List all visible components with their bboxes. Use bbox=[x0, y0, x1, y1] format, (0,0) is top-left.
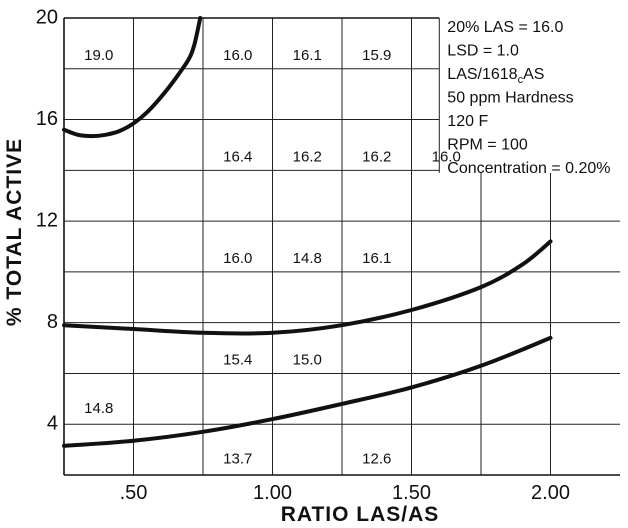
annotation-line-4: 120 F bbox=[447, 113, 488, 130]
y-tick-label-3: 16 bbox=[36, 108, 58, 130]
x-tick-label-0: .50 bbox=[120, 482, 148, 504]
annotation-line-3: 50 ppm Hardness bbox=[447, 90, 573, 107]
data-label-3: 15.9 bbox=[362, 47, 391, 64]
data-label-9: 14.8 bbox=[293, 250, 322, 267]
data-label-10: 16.1 bbox=[362, 250, 391, 267]
frame-layer bbox=[63, 17, 620, 476]
x-axis-title: RATIO LAS/AS bbox=[281, 503, 440, 526]
data-label-13: 14.8 bbox=[84, 400, 113, 417]
grid-layer bbox=[64, 18, 620, 475]
curve-layer bbox=[62, 16, 553, 448]
label-layer: 19.0 16.0 16.1 15.9 16.4 16.2 16.2 16.0 16.0 14.8… bbox=[84, 47, 461, 468]
note-layer: 20% LAS = 16.0 LSD = 1.0 LAS/1618cAS 50 ppm… bbox=[447, 19, 610, 177]
data-label-11: 15.4 bbox=[223, 352, 252, 369]
data-label-7: 16.0 bbox=[432, 149, 461, 166]
annotation-line-5: RPM = 100 bbox=[447, 137, 528, 154]
series-curve-0 bbox=[62, 16, 203, 139]
data-label-2: 16.1 bbox=[293, 47, 322, 64]
x-tick-label-1: 1.00 bbox=[253, 482, 292, 504]
series-curve-1 bbox=[62, 239, 553, 336]
data-label-12: 15.0 bbox=[293, 352, 322, 369]
x-tick-label-2: 1.50 bbox=[392, 482, 431, 504]
y-tick-label-4: 20 bbox=[36, 6, 58, 28]
annotation-line-1: LSD = 1.0 bbox=[447, 43, 519, 60]
y-tick-label-1: 8 bbox=[47, 311, 58, 333]
x-tick-label-3: 2.00 bbox=[531, 482, 570, 504]
annotation-line-2: LAS/1618cAS bbox=[447, 66, 544, 86]
annotation-rest: AS bbox=[523, 66, 544, 83]
data-label-15: 12.6 bbox=[362, 451, 391, 468]
annotation-line-0: 20% LAS = 16.0 bbox=[447, 19, 563, 36]
tick-layer: .50 1.00 1.50 2.00 4 8 12 16 20 bbox=[36, 6, 570, 504]
data-label-5: 16.2 bbox=[293, 149, 322, 166]
annotation-line-6: Concentration = 0.20% bbox=[447, 160, 610, 177]
data-label-1: 16.0 bbox=[223, 47, 252, 64]
data-label-14: 13.7 bbox=[223, 451, 252, 468]
series-curve-2 bbox=[62, 335, 553, 448]
y-tick-label-2: 12 bbox=[36, 209, 58, 231]
annotation-subscript: c bbox=[518, 74, 524, 86]
data-label-0: 19.0 bbox=[84, 47, 113, 64]
data-label-8: 16.0 bbox=[223, 250, 252, 267]
data-label-6: 16.2 bbox=[362, 149, 391, 166]
y-axis-title: % TOTAL ACTIVE bbox=[3, 138, 26, 326]
data-label-4: 16.4 bbox=[223, 149, 252, 166]
y-tick-label-0: 4 bbox=[47, 413, 58, 435]
